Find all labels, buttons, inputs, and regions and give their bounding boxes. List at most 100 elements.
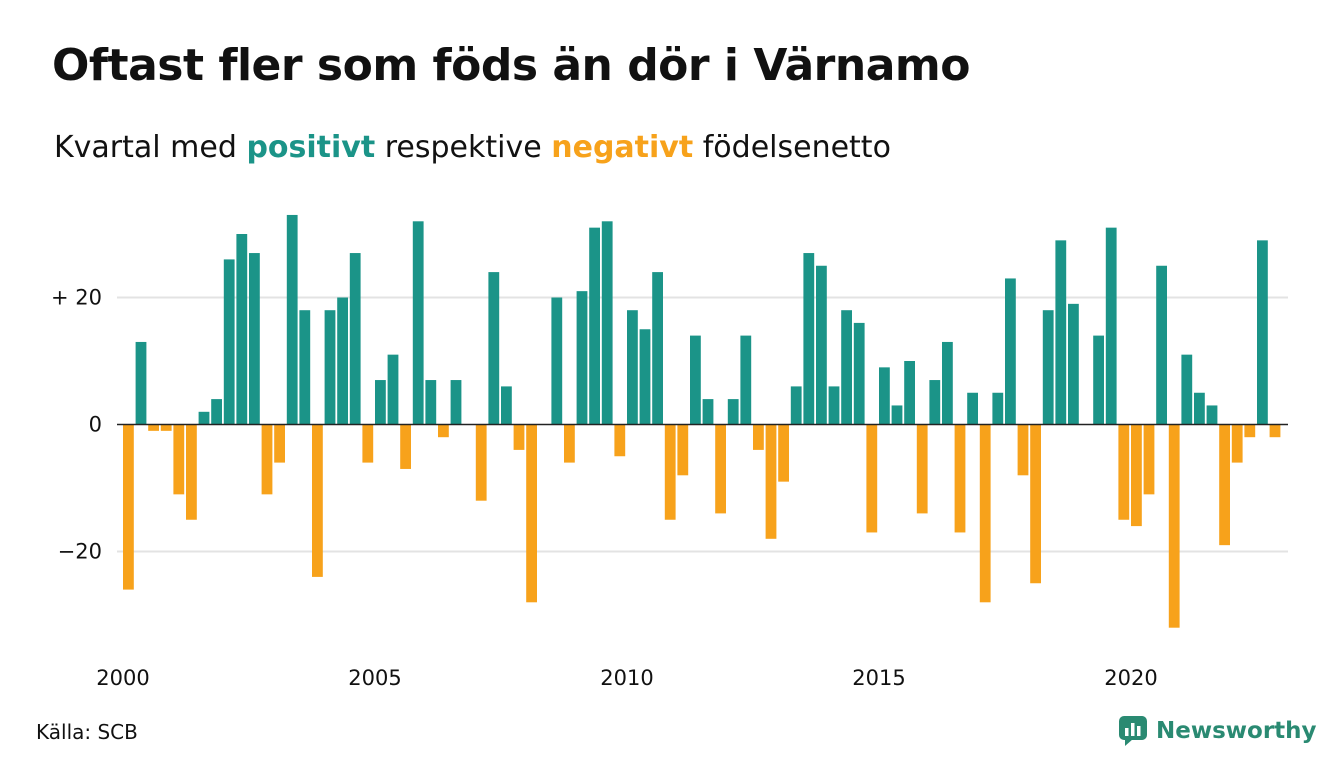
bar-negative xyxy=(1030,424,1041,584)
y-tick-label: −20 xyxy=(58,540,102,564)
bar-positive xyxy=(1181,354,1193,425)
bar-positive xyxy=(1093,335,1104,425)
bar-negative xyxy=(866,424,878,533)
bar-negative xyxy=(160,424,172,431)
bar-positive xyxy=(740,335,752,425)
bar-negative xyxy=(1269,424,1281,438)
bar-negative xyxy=(186,424,197,520)
bar-negative xyxy=(123,424,134,590)
bar-positive xyxy=(652,272,663,425)
bar-negative xyxy=(614,424,626,457)
bar-positive xyxy=(879,367,890,425)
x-tick-label: 2015 xyxy=(852,666,905,690)
bar-negative xyxy=(1168,424,1180,628)
bar-positive xyxy=(198,411,210,425)
bar-negative xyxy=(753,424,764,450)
bar-positive xyxy=(702,399,714,425)
bar-negative xyxy=(765,424,777,539)
bar-positive xyxy=(967,392,978,425)
bar-positive xyxy=(501,386,512,425)
bar-positive xyxy=(639,329,651,425)
subtitle-negative-label: negativt xyxy=(551,130,694,165)
bar-negative xyxy=(274,424,285,463)
bar-negative xyxy=(916,424,928,514)
bar-positive xyxy=(425,380,437,425)
newsworthy-logo-icon xyxy=(1119,716,1147,746)
bar-negative xyxy=(475,424,487,501)
bar-positive xyxy=(853,322,865,425)
bar-positive xyxy=(1156,265,1167,425)
bar-positive xyxy=(727,399,739,425)
bar-positive xyxy=(690,335,701,425)
subtitle-prefix: Kvartal med xyxy=(54,130,237,165)
y-tick-label: 0 xyxy=(89,413,102,437)
bar-negative xyxy=(778,424,789,482)
x-tick-label: 2000 xyxy=(96,666,149,690)
bar-positive xyxy=(790,386,802,425)
x-tick-label: 2005 xyxy=(348,666,401,690)
bar-negative xyxy=(715,424,726,514)
bar-positive xyxy=(1055,240,1067,425)
bar-positive xyxy=(841,310,852,425)
bar-positive xyxy=(1068,303,1079,425)
bar-positive xyxy=(942,341,953,425)
bar-positive xyxy=(387,354,399,425)
bar-negative xyxy=(1143,424,1155,495)
bar-positive xyxy=(337,297,348,425)
bar-positive xyxy=(929,380,941,425)
bar-positive xyxy=(1105,227,1117,425)
bar-negative xyxy=(664,424,676,520)
bar-positive xyxy=(589,227,600,425)
bar-positive xyxy=(803,253,815,425)
bar-negative xyxy=(1231,424,1243,463)
bar-negative xyxy=(1118,424,1130,520)
bar-positive xyxy=(828,386,840,425)
bar-negative xyxy=(1131,424,1142,527)
y-tick-label: + 20 xyxy=(51,286,102,310)
bar-negative xyxy=(1219,424,1230,546)
x-tick-label: 2020 xyxy=(1104,666,1157,690)
bar-positive xyxy=(324,310,336,425)
bar-positive xyxy=(299,310,311,425)
bar-positive xyxy=(551,297,563,425)
subtitle-suffix: födelsenetto xyxy=(702,130,891,165)
chart-subtitle: Kvartal med positivt respektive negativt… xyxy=(54,130,891,165)
bar-chart: + 20 0 −20 2000 2005 2010 2015 2020 xyxy=(51,214,1288,690)
bar-negative xyxy=(438,424,449,438)
bar-positive xyxy=(992,392,1004,425)
bar-positive xyxy=(627,310,638,425)
bar-negative xyxy=(173,424,185,495)
bar-positive xyxy=(1042,310,1054,425)
bar-negative xyxy=(564,424,575,463)
bar-positive xyxy=(135,341,147,425)
bar-negative xyxy=(148,424,159,431)
bar-positive xyxy=(1257,240,1268,425)
brand-name: Newsworthy xyxy=(1156,718,1317,744)
bar-positive xyxy=(236,234,248,425)
bar-positive xyxy=(601,221,613,425)
bar-negative xyxy=(513,424,525,450)
bar-positive xyxy=(375,380,386,425)
bar-negative xyxy=(979,424,991,603)
bar-positive xyxy=(904,361,915,425)
bar-positive xyxy=(1005,278,1016,425)
bar-positive xyxy=(816,265,827,425)
source-label: Källa: SCB xyxy=(36,720,138,744)
bar-negative xyxy=(400,424,411,469)
bar-positive xyxy=(1206,405,1218,425)
bar-negative xyxy=(677,424,689,476)
subtitle-positive-label: positivt xyxy=(246,130,376,165)
subtitle-middle: respektive xyxy=(384,130,542,165)
bar-negative xyxy=(954,424,966,533)
bar-positive xyxy=(286,214,298,425)
bar-positive xyxy=(349,253,361,425)
brand: Newsworthy xyxy=(1118,714,1317,748)
bar-negative xyxy=(312,424,323,577)
bar-negative xyxy=(1244,424,1256,438)
bar-positive xyxy=(223,259,235,425)
bar-negative xyxy=(526,424,537,603)
bar-negative xyxy=(362,424,374,463)
bar-positive xyxy=(450,380,462,425)
bar-positive xyxy=(412,221,424,425)
bar-negative xyxy=(261,424,273,495)
